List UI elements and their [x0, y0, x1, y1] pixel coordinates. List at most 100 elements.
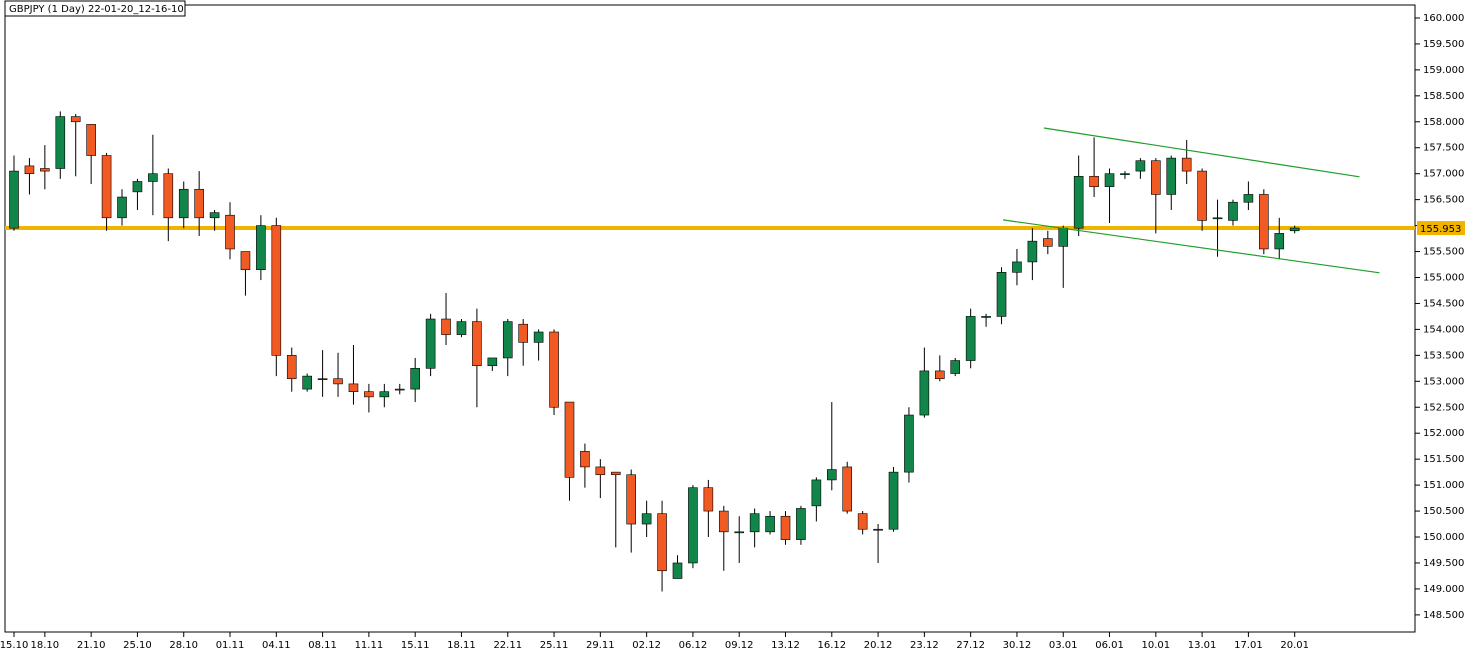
candle-body — [703, 487, 714, 512]
candle-body — [1012, 261, 1022, 273]
candle-body — [410, 368, 420, 390]
candle-body — [1289, 227, 1300, 232]
candle-body — [302, 375, 312, 390]
candle-body — [626, 474, 637, 525]
x-tick-label: 23.12 — [910, 640, 939, 651]
candle-body — [1073, 175, 1084, 229]
candle-body — [919, 370, 930, 416]
x-tick-label: 15.10 — [0, 640, 28, 651]
y-tick-label: 158.500 — [1423, 91, 1464, 102]
y-tick-label: 157.500 — [1423, 143, 1464, 154]
x-tick-label: 06.01 — [1095, 640, 1124, 651]
candle-body — [688, 487, 698, 564]
price-label-box — [1417, 221, 1465, 236]
y-tick-label: 156.500 — [1423, 195, 1464, 206]
candle-body — [1274, 233, 1285, 250]
x-tick-label: 27.12 — [956, 640, 985, 651]
candle-body — [1104, 173, 1115, 187]
x-tick-label: 21.10 — [77, 640, 106, 651]
x-tick-label: 08.11 — [308, 640, 337, 651]
candle-body — [672, 562, 683, 579]
x-tick-label: 03.01 — [1049, 640, 1078, 651]
x-tick-label: 10.01 — [1141, 640, 1170, 651]
y-tick-label: 160.000 — [1423, 13, 1464, 24]
x-tick-label: 13.12 — [771, 640, 800, 651]
x-tick-label: 25.10 — [123, 640, 152, 651]
candle-body — [178, 188, 189, 219]
candle-body — [9, 170, 19, 229]
candle-body — [950, 360, 961, 374]
candle-body — [1120, 173, 1130, 175]
title-box — [4, 0, 186, 17]
price-label: 155.953 — [1420, 224, 1461, 235]
x-tick-label: 01.11 — [216, 640, 245, 651]
candle-body — [857, 513, 868, 530]
candle-body — [981, 316, 991, 318]
candle-body — [502, 321, 513, 359]
candle-body — [826, 469, 837, 481]
chart-title: GBPJPY (1 Day) 22-01-20_12-16-10 — [9, 4, 184, 15]
candle-body — [194, 188, 204, 219]
candle-body — [641, 513, 652, 525]
x-tick-label: 16.12 — [817, 640, 846, 651]
candle-body — [1151, 160, 1161, 195]
candle-body — [1043, 238, 1053, 247]
plot-frame — [4, 4, 1416, 633]
candle-body — [40, 168, 50, 172]
x-tick-label: 18.10 — [31, 640, 60, 651]
y-tick-label: 159.000 — [1423, 65, 1464, 76]
candle-body — [379, 391, 390, 398]
trend-line — [1043, 127, 1360, 178]
x-tick-label: 04.11 — [262, 640, 291, 651]
candle-body — [117, 196, 127, 219]
candle-body — [842, 466, 853, 512]
candle-body — [286, 355, 297, 380]
candle-body — [765, 515, 775, 533]
candle-body — [24, 165, 35, 174]
y-tick-label: 148.500 — [1423, 610, 1464, 621]
candle-body — [811, 479, 822, 507]
candle-body — [70, 116, 81, 123]
candle-body — [888, 471, 899, 530]
candle-body — [55, 116, 66, 169]
candle-body — [718, 510, 729, 533]
candle-body — [1089, 175, 1099, 187]
candle-body — [240, 251, 251, 271]
candle-body — [780, 515, 791, 540]
candle-body — [1166, 157, 1177, 195]
candle-body — [904, 414, 914, 473]
candle-body — [441, 318, 451, 335]
candle-body — [1259, 194, 1269, 250]
candle-body — [472, 321, 482, 367]
candle-body — [148, 173, 158, 182]
x-tick-label: 20.12 — [864, 640, 893, 651]
trend-line — [1002, 219, 1380, 274]
candle-body — [456, 321, 467, 335]
y-tick-label: 154.000 — [1423, 324, 1464, 335]
candle-body — [1027, 240, 1038, 263]
candle-body — [934, 370, 945, 380]
candle-body — [1181, 157, 1192, 172]
candle-body — [256, 225, 266, 271]
x-tick-label: 28.10 — [169, 640, 198, 651]
y-tick-label: 150.000 — [1423, 532, 1464, 543]
candle-body — [564, 401, 575, 478]
y-tick-label: 151.500 — [1423, 454, 1464, 465]
y-tick-label: 149.000 — [1423, 584, 1464, 595]
x-tick-label: 11.11 — [355, 640, 384, 651]
y-tick-label: 159.500 — [1423, 39, 1464, 50]
x-tick-label: 18.11 — [447, 640, 476, 651]
candle-body — [348, 383, 359, 392]
y-tick-label: 153.500 — [1423, 350, 1464, 361]
candle-body — [132, 181, 143, 193]
candle-body — [364, 391, 374, 398]
y-tick-label: 150.500 — [1423, 506, 1464, 517]
candle-body — [580, 451, 590, 468]
y-tick-label: 155.500 — [1423, 247, 1464, 258]
y-tick-label: 154.500 — [1423, 298, 1464, 309]
x-tick-label: 25.11 — [540, 640, 569, 651]
x-tick-label: 02.12 — [632, 640, 661, 651]
candle-body — [965, 316, 976, 361]
candle-body — [518, 323, 528, 343]
